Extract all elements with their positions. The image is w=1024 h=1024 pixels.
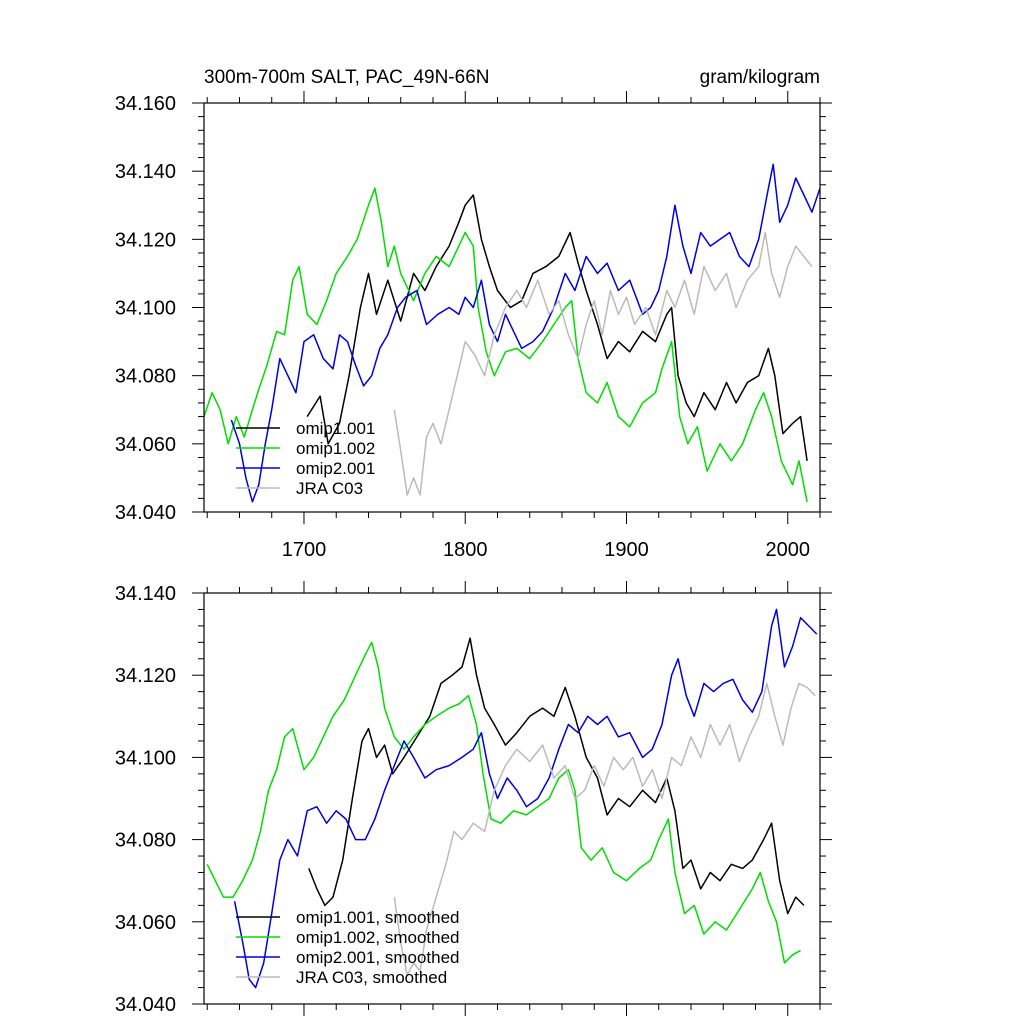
legend-label: omip2.001, smoothed	[296, 948, 460, 967]
y-tick-label: 34.140	[115, 161, 176, 183]
y-tick-label: 34.060	[115, 912, 176, 934]
legend-label: omip1.001	[296, 419, 375, 438]
series-line-jra-c03	[393, 231, 813, 496]
legend-label: JRA C03	[296, 479, 363, 498]
y-tick-label: 34.160	[115, 93, 176, 115]
series-line-omip2-001	[230, 163, 820, 503]
plot-frame	[203, 592, 821, 1005]
chart-title: 300m-700m SALT, PAC_49N-66N	[204, 67, 489, 88]
series-line-omip1-001-smoothed	[308, 637, 805, 915]
chart-units: gram/kilogram	[700, 67, 820, 88]
y-tick-label: 34.040	[115, 502, 176, 524]
y-tick-label: 34.120	[115, 665, 176, 687]
series-line-omip1-002-smoothed	[206, 641, 801, 964]
y-tick-label: 34.120	[115, 229, 176, 251]
x-tick-label: 1700	[282, 539, 327, 561]
legend-label: omip1.002, smoothed	[296, 928, 460, 947]
series-line-omip1-001	[306, 194, 808, 462]
legend-label: omip1.002	[296, 439, 375, 458]
series-group	[204, 163, 820, 503]
y-tick-label: 34.080	[115, 366, 176, 388]
y-tick-label: 34.080	[115, 830, 176, 852]
series-group	[206, 608, 818, 989]
x-tick-label: 1800	[443, 539, 488, 561]
y-tick-label: 34.140	[115, 583, 176, 605]
y-tick-label: 34.060	[115, 434, 176, 456]
x-tick-label: 1900	[604, 539, 649, 561]
legend-label: omip1.001, smoothed	[296, 908, 460, 927]
y-tick-label: 34.100	[115, 298, 176, 320]
lower-panel: 34.040 34.060 34.080 34.100 34.120 34.140 omip…	[115, 581, 832, 1016]
series-line-omip1-002	[204, 187, 808, 502]
legend-label: omip2.001	[296, 459, 375, 478]
x-tick-label: 2000	[765, 539, 810, 561]
y-tick-label: 34.040	[115, 994, 176, 1016]
y-tick-label: 34.100	[115, 747, 176, 769]
series-line-jra-c03-smoothed	[393, 682, 816, 976]
upper-panel: 1700 1800 1900 2000 34.040 34.060 34.080 34.100…	[115, 91, 832, 561]
legend-label: JRA C03, smoothed	[296, 968, 447, 987]
series-line-omip2-001-smoothed	[233, 608, 818, 989]
